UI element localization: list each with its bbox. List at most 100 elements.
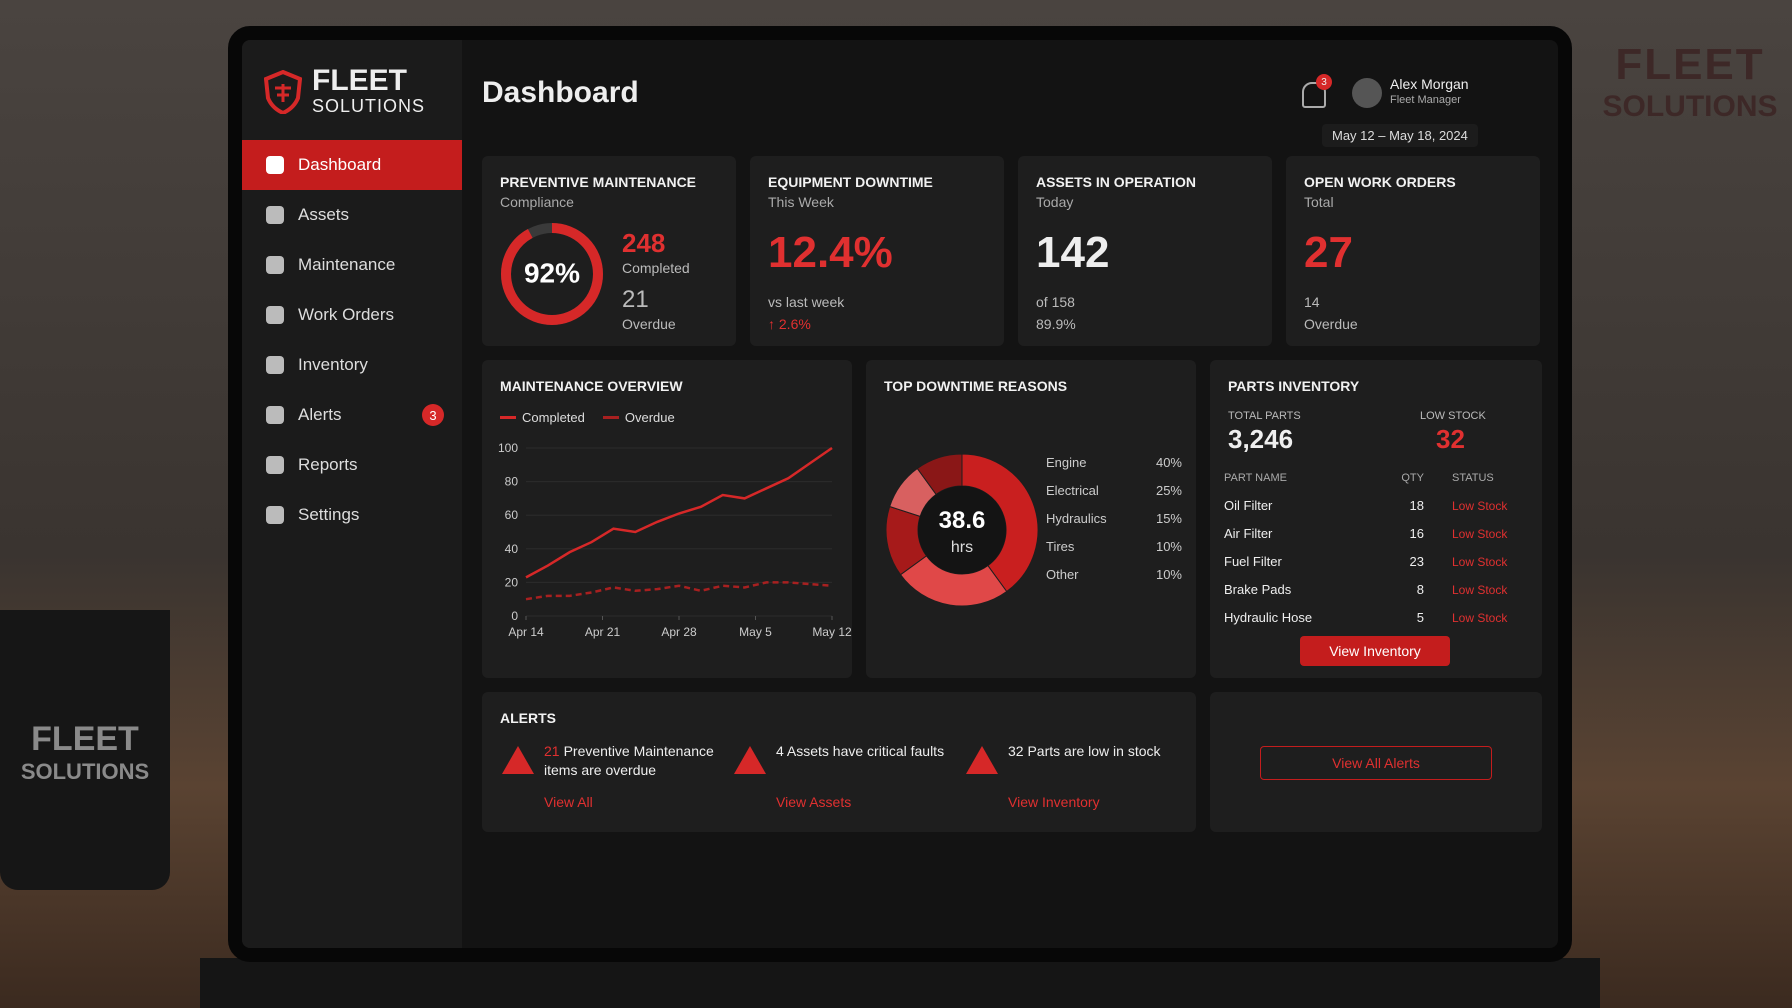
table-cell: Low Stock xyxy=(1452,554,1508,569)
kpi-subtitle: Today xyxy=(1036,194,1074,210)
mug-text: SOLUTIONS xyxy=(20,759,150,784)
series-line xyxy=(525,446,833,579)
legend-label: Overdue xyxy=(624,410,675,425)
wall-sign: FLEET SOLUTIONS xyxy=(1595,40,1785,124)
nav-label: Reports xyxy=(298,455,358,474)
nav-label: Work Orders xyxy=(298,305,395,324)
kpi-subtitle: Compliance xyxy=(500,194,574,210)
x-tick-label: Apr 28 xyxy=(661,625,697,639)
nav-label: Inventory xyxy=(298,355,368,374)
table-cell: Low Stock xyxy=(1452,526,1508,541)
kpi-completed-label: Completed xyxy=(622,260,690,276)
nav-badge: 3 xyxy=(422,404,444,426)
legend-item: Completed xyxy=(500,410,585,425)
sidebar: FLEET SOLUTIONS Dashboard Assets Maintenan… xyxy=(242,40,462,948)
donut-center-unit: hrs xyxy=(951,539,973,556)
nav-item[interactable]: Inventory xyxy=(242,340,462,390)
notification-bell[interactable] xyxy=(1302,82,1326,108)
donut-slice xyxy=(961,453,1039,593)
kpi-subtitle: This Week xyxy=(768,194,834,210)
screen: FLEET SOLUTIONS Dashboard Assets Maintenan… xyxy=(228,26,1572,962)
legend-value: 40% xyxy=(1155,454,1182,470)
view-all-alerts-button[interactable]: View All Alerts xyxy=(1260,746,1492,780)
nav-item[interactable]: Reports xyxy=(242,440,462,490)
legend-row: Tires 10% xyxy=(1046,532,1182,560)
alert-message: Preventive Maintenance items are overdue xyxy=(544,743,714,778)
legend-swatch xyxy=(602,416,619,419)
alert-message: 32 Parts are low in stock xyxy=(1008,743,1161,759)
kpi-value: 142 xyxy=(1036,228,1110,277)
nav-item[interactable]: Alerts 3 xyxy=(242,390,462,440)
table-cell: Low Stock xyxy=(1452,582,1508,597)
donut-hole xyxy=(918,486,1006,574)
kpi-card: EQUIPMENT DOWNTIME This Week 12.4% vs la… xyxy=(750,156,1004,346)
alert-icon xyxy=(734,746,766,774)
table-cell: Brake Pads xyxy=(1224,582,1292,597)
wall-sign-line: SOLUTIONS xyxy=(1602,90,1778,123)
alert-icon xyxy=(502,746,534,774)
nav-icon xyxy=(266,206,284,224)
kpi-card: ASSETS IN OPERATION Today 142 of 158 89.… xyxy=(1018,156,1272,346)
nav-label: Assets xyxy=(298,205,350,224)
alert-item: 4 Assets have critical faults View Assets xyxy=(734,738,954,818)
legend-row: Engine 40% xyxy=(1046,448,1182,476)
legend-row: Electrical 25% xyxy=(1046,476,1182,504)
user-role: Fleet Manager xyxy=(1390,94,1461,106)
view-inventory-button[interactable]: View Inventory xyxy=(1300,636,1450,666)
legend-label: Tires xyxy=(1046,538,1075,554)
nav-icon xyxy=(266,456,284,474)
line-chart: 0 20 40 60 80 100 Apr 14 Apr 21 Apr 28 May 5 May 1… xyxy=(498,441,852,639)
chart-title: TOP DOWNTIME REASONS xyxy=(884,378,1068,394)
logo-text: FLEET SOLUTIONS xyxy=(312,66,425,117)
nav-icon xyxy=(266,306,284,324)
notification-badge: 3 xyxy=(1316,74,1332,90)
alert-text: 32 Parts are low in stock xyxy=(1008,742,1183,761)
kpi-title: PREVENTIVE MAINTENANCE xyxy=(500,174,697,190)
nav-item[interactable]: Settings xyxy=(242,490,462,540)
card-title: PARTS INVENTORY xyxy=(1228,378,1360,394)
legend-swatch xyxy=(500,416,516,419)
avatar[interactable] xyxy=(1352,78,1382,108)
table-cell: 8 xyxy=(1416,582,1424,597)
nav-item[interactable]: Work Orders xyxy=(242,290,462,340)
kpi-card: PREVENTIVE MAINTENANCE Compliance 92% 24… xyxy=(482,156,736,346)
nav-item[interactable]: Dashboard xyxy=(242,140,462,190)
kpi-value: 27 xyxy=(1304,228,1353,277)
kpi-change: ↑ 2.6% xyxy=(768,316,811,332)
donut-chart: 38.6 hrs xyxy=(885,453,1039,607)
date-range[interactable]: May 12 – May 18, 2024 xyxy=(1322,124,1478,147)
user-name[interactable]: Alex Morgan xyxy=(1390,76,1469,92)
legend-value: 10% xyxy=(1155,566,1182,582)
kpi-card: OPEN WORK ORDERS Total 27 14 Overdue xyxy=(1286,156,1540,346)
kpi-subtitle: Total xyxy=(1304,194,1334,210)
nav-label: Dashboard xyxy=(298,155,382,174)
nav-item[interactable]: Maintenance xyxy=(242,240,462,290)
nav-item[interactable]: Assets xyxy=(242,190,462,240)
legend-label: Other xyxy=(1046,566,1079,582)
kpi-completed: 248 xyxy=(622,228,666,258)
kpi-overdue: 21 xyxy=(622,286,649,313)
y-tick-label: 60 xyxy=(505,508,519,522)
series-line xyxy=(525,581,833,601)
alert-link[interactable]: View Assets xyxy=(776,794,852,810)
table-cell: 23 xyxy=(1409,554,1424,569)
nav-label: Alerts xyxy=(298,405,342,424)
legend-value: 15% xyxy=(1155,510,1182,526)
alert-link[interactable]: View Inventory xyxy=(1008,794,1100,810)
y-tick-label: 20 xyxy=(505,575,519,589)
table-row: Hydraulic Hose 5 Low Stock xyxy=(1224,604,1528,631)
mug-text: FLEET xyxy=(31,720,139,758)
alert-item: 32 Parts are low in stock View Inventory xyxy=(966,738,1186,818)
table-row: Fuel Filter 23 Low Stock xyxy=(1224,548,1528,575)
ring-value xyxy=(501,223,603,325)
kpi-note: 14 xyxy=(1304,294,1320,310)
kpi-change: 89.9% xyxy=(1036,316,1076,332)
kpi-change: Overdue xyxy=(1304,316,1358,332)
table-row: Brake Pads 8 Low Stock xyxy=(1224,576,1528,603)
alert-link[interactable]: View All xyxy=(544,794,593,810)
line-chart-card: MAINTENANCE OVERVIEW Completed Overdue 0 2… xyxy=(482,360,852,678)
chart-title: MAINTENANCE OVERVIEW xyxy=(500,378,683,394)
table-row: Oil Filter 18 Low Stock xyxy=(1224,492,1528,519)
low-label: LOW STOCK xyxy=(1420,410,1486,422)
